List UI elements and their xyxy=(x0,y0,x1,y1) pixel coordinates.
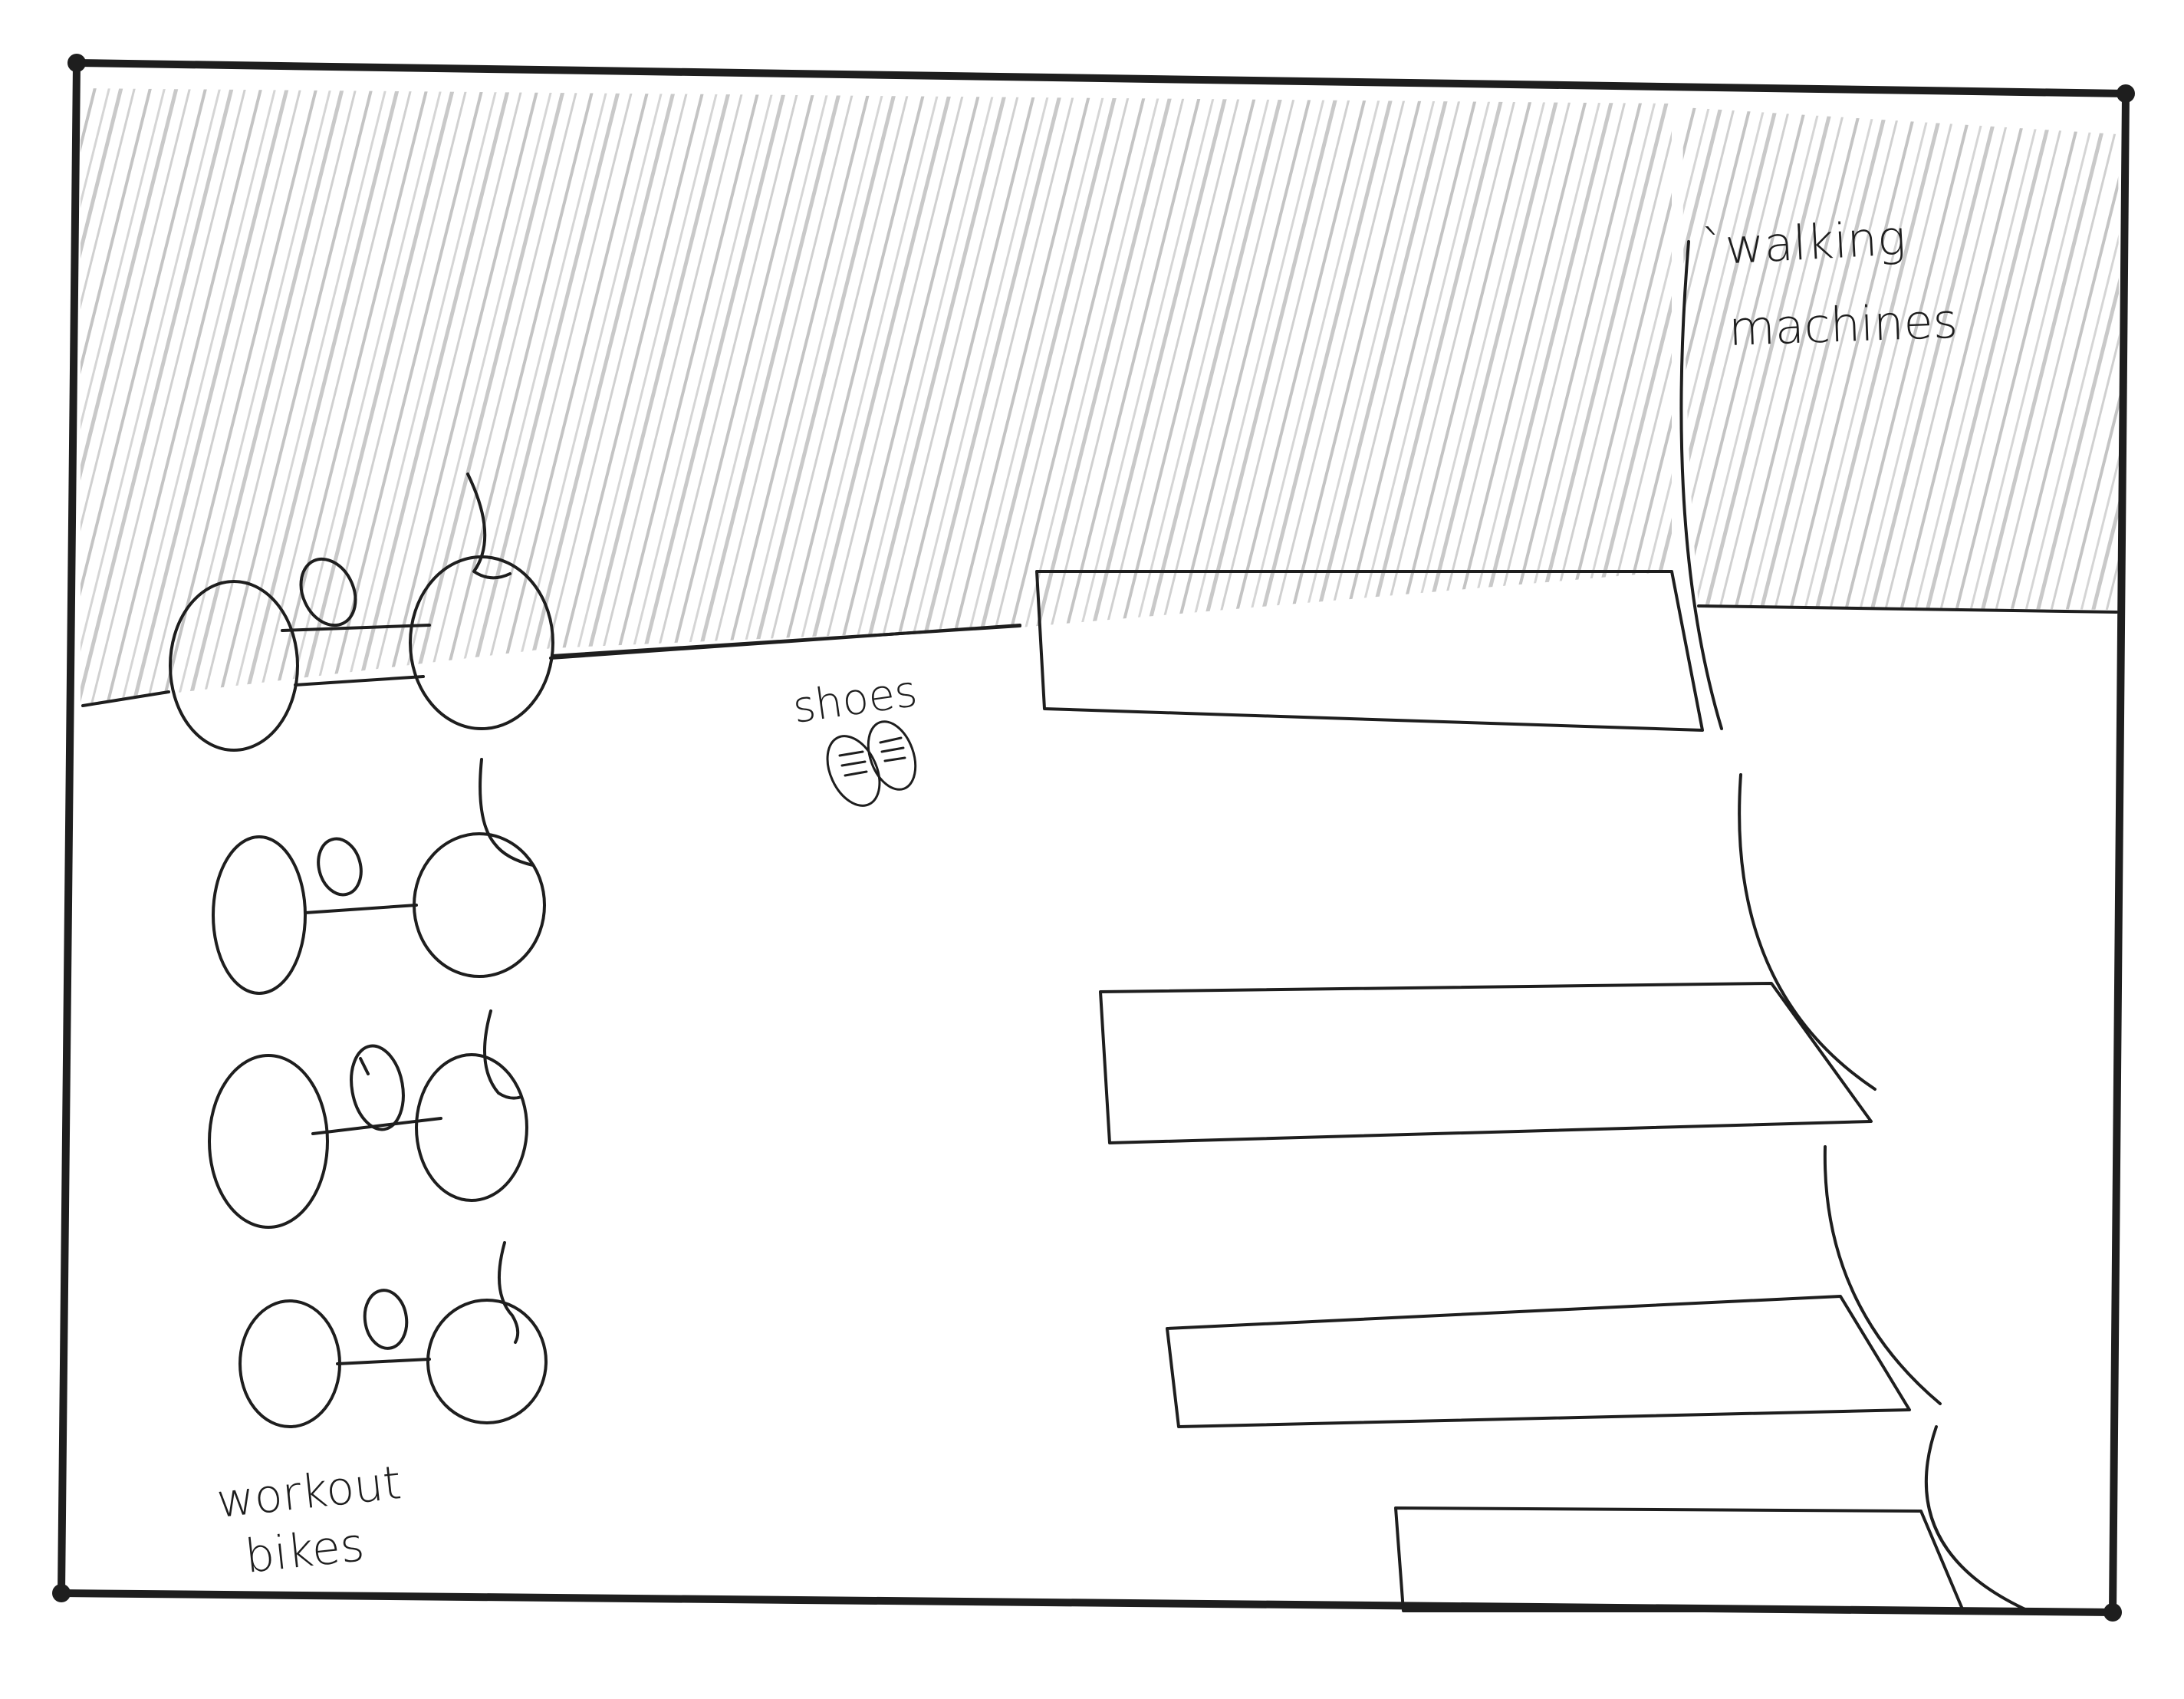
workout-bike xyxy=(212,758,546,995)
workout-bike xyxy=(208,1009,528,1229)
corner-dot xyxy=(52,1584,71,1602)
shoes-icon xyxy=(826,720,917,807)
walking-machine xyxy=(1394,1506,1965,1612)
workout-bike xyxy=(169,472,1021,752)
walking-machines-label: machines xyxy=(1728,293,1959,357)
shaded-walking-machine-area xyxy=(1682,107,2120,610)
shoes-label: shoes xyxy=(790,667,920,733)
walking-machine xyxy=(1099,982,1873,1144)
corner-dot xyxy=(2103,1603,2122,1622)
walking-machines-label: `walking xyxy=(1700,209,1907,276)
shaded-wall-area xyxy=(81,88,1672,704)
walking-machine xyxy=(1166,1295,1911,1428)
workout-bike xyxy=(238,1241,548,1428)
workout-bikes-label: workout xyxy=(214,1456,403,1529)
machine-curve xyxy=(1679,240,2030,1612)
workout-bikes-label: bikes xyxy=(242,1518,367,1584)
corner-dot xyxy=(2117,84,2135,103)
corner-dot xyxy=(67,54,86,72)
walking-machine xyxy=(1035,570,1704,732)
